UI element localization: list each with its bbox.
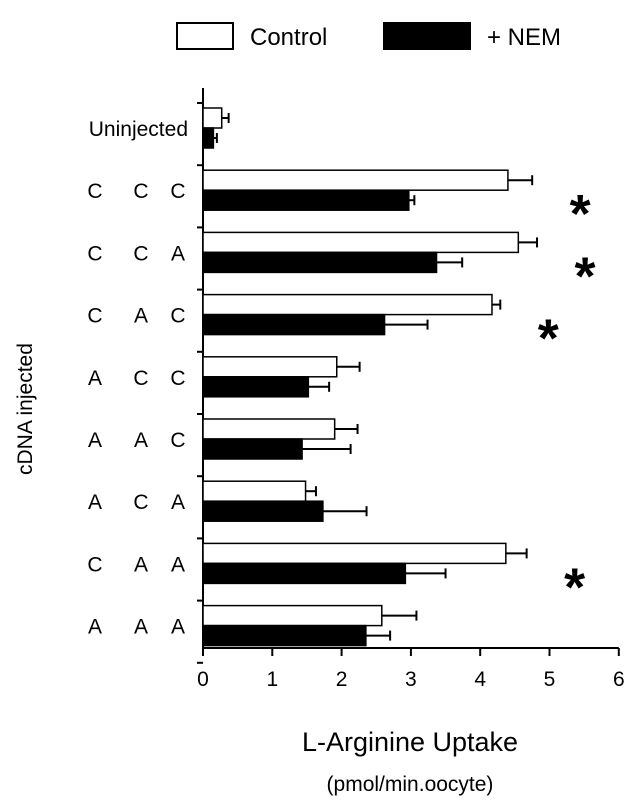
y-axis-title-text: cDNA injected [14,343,37,475]
category-label-1-part-2: C [170,180,185,203]
bar-nem-7 [202,562,407,585]
category-label-7-part-0: C [87,553,102,576]
category-label-6-part-1: C [133,491,148,514]
y-axis-title: cDNA injected [6,343,46,475]
significance-asterisk-2: * [538,309,559,369]
category-label-1-part-0: C [87,180,102,203]
category-label-1-part-1: C [133,180,148,203]
bar-nem-5 [202,438,303,460]
significance-asterisk-3: * [564,557,585,617]
x-tick-label-1: 1 [266,668,278,691]
legend: Control + NEM [0,18,634,58]
legend-label-control: Control [250,24,328,51]
x-tick-label-0: 0 [197,668,209,691]
category-label-5-part-1: A [134,429,148,452]
bar-nem-1 [202,189,410,211]
x-tick-label-2: 2 [336,668,348,691]
category-label-4-part-0: A [88,367,102,390]
bar-nem-3 [202,313,386,336]
bar-nem-4 [202,376,310,398]
category-label-6-part-0: A [88,491,102,514]
x-tick-label-6: 6 [613,668,625,691]
category-label-2-part-0: C [87,242,102,265]
category-label-8-part-2: A [171,616,185,639]
category-label-8-part-0: A [88,616,102,639]
bar-control-0 [202,107,223,129]
bar-control-3 [202,293,493,316]
category-label-5-part-0: A [88,429,102,452]
x-tick-label-4: 4 [474,668,486,691]
bar-nem-6 [202,500,324,522]
bar-control-5 [202,418,336,440]
bar-control-8 [202,604,383,627]
category-label-3-part-2: C [170,305,185,328]
category-label-7-part-1: A [134,553,148,576]
x-axis-title: L-Arginine Uptake [301,727,519,757]
bar-nem-0 [202,127,215,149]
category-label-5-part-2: C [170,429,185,452]
category-label-3-part-1: A [134,305,148,328]
bar-control-6 [202,480,307,502]
x-tick-label-5: 5 [544,668,556,691]
category-label-4-part-1: C [133,367,148,390]
bar-nem-8 [202,624,367,647]
bar-control-4 [202,356,338,378]
category-label-2-part-2: A [171,242,185,265]
legend-swatch-nem [383,22,471,50]
bar-nem-2 [202,251,438,274]
category-label-4-part-2: C [170,367,185,390]
category-label-8-part-1: A [134,616,148,639]
bar-control-7 [202,542,507,565]
x-tick-label-3: 3 [405,668,417,691]
legend-swatch-control [176,22,234,50]
x-axis-unit: (pmol/min.oocyte) [326,773,494,796]
bar-control-2 [202,231,520,254]
significance-asterisk-1: * [575,246,596,306]
category-label-6-part-2: A [171,491,185,514]
category-label-7-part-2: A [171,553,185,576]
bar-control-1 [202,169,509,191]
significance-asterisk-0: * [570,184,591,244]
legend-label-nem: + NEM [487,24,562,51]
category-label-3-part-0: C [87,305,102,328]
category-label-2-part-1: C [133,242,148,265]
category-label-0: Uninjected [89,118,188,141]
